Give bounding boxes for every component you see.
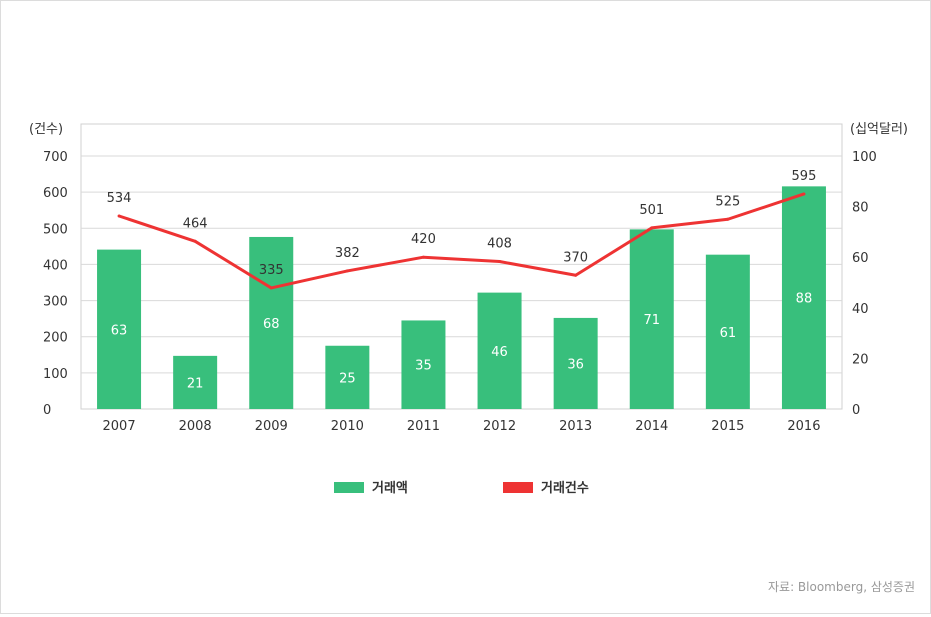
left-axis-tick: 100 — [43, 367, 68, 382]
bar-value-label: 46 — [491, 345, 508, 360]
x-axis-tick: 2010 — [331, 419, 364, 434]
left-axis-tick: 0 — [43, 403, 51, 418]
bar — [477, 292, 522, 409]
left-axis-tick: 400 — [43, 258, 68, 273]
line-point — [117, 214, 121, 218]
bar-value-label: 25 — [339, 371, 356, 386]
x-axis-tick: 2008 — [179, 419, 212, 434]
line-value-label: 382 — [335, 246, 360, 261]
line-point — [269, 286, 273, 290]
bar — [781, 186, 826, 409]
right-axis-tick: 40 — [852, 302, 869, 317]
legend-swatch-line — [503, 482, 533, 493]
bar-value-label: 71 — [643, 313, 660, 328]
line-point — [345, 269, 349, 273]
line-point — [574, 273, 578, 277]
bar-value-label: 88 — [796, 292, 813, 307]
line-value-label: 335 — [259, 263, 284, 278]
bar-value-label: 68 — [263, 317, 280, 332]
line-value-label: 534 — [107, 191, 132, 206]
right-axis-tick: 0 — [852, 403, 860, 418]
x-axis-tick: 2015 — [711, 419, 744, 434]
bar — [629, 229, 674, 409]
line-value-label: 408 — [487, 237, 512, 252]
x-axis-tick: 2007 — [103, 419, 136, 434]
x-axis-tick: 2012 — [483, 419, 516, 434]
legend-swatch-bar — [334, 482, 364, 493]
bar-value-label: 61 — [720, 326, 737, 341]
bar — [553, 317, 598, 409]
line-point — [726, 217, 730, 221]
right-axis-tick: 60 — [852, 251, 869, 266]
line-point — [650, 226, 654, 230]
right-axis-tick: 100 — [852, 150, 877, 165]
x-axis-tick: 2009 — [255, 419, 288, 434]
x-axis-tick: 2011 — [407, 419, 440, 434]
line-point — [421, 255, 425, 259]
source-note: 자료: Bloomberg, 삼성증권 — [768, 580, 915, 594]
bar-value-label: 36 — [567, 357, 584, 372]
bar-value-label: 63 — [111, 323, 128, 338]
right-axis-tick: 80 — [852, 201, 869, 216]
left-axis-tick: 500 — [43, 222, 68, 237]
right-axis-title: (십억달러) — [850, 122, 908, 137]
bar — [97, 249, 142, 409]
line-value-label: 370 — [563, 250, 588, 265]
line-value-label: 595 — [792, 169, 817, 184]
bar-value-label: 35 — [415, 359, 432, 374]
legend-label-line: 거래건수 — [541, 480, 589, 496]
bar — [705, 254, 750, 409]
left-axis-tick: 200 — [43, 331, 68, 346]
line-series — [118, 192, 805, 290]
bar — [173, 355, 218, 409]
bar — [249, 236, 294, 409]
x-axis-tick: 2016 — [787, 419, 820, 434]
line-value-label: 525 — [715, 194, 740, 209]
bar — [401, 320, 446, 409]
line-point — [193, 239, 197, 243]
x-axis-tick: 2014 — [635, 419, 668, 434]
left-axis-tick: 600 — [43, 186, 68, 201]
bar — [325, 345, 370, 409]
plot-area — [80, 123, 843, 410]
left-axis-title: (건수) — [29, 122, 63, 137]
line-value-label: 501 — [639, 203, 664, 218]
line-point — [802, 192, 806, 196]
x-axis-tick: 2013 — [559, 419, 592, 434]
line-value-label: 420 — [411, 232, 436, 247]
right-axis-tick: 20 — [852, 352, 869, 367]
bar-value-label: 21 — [187, 376, 204, 391]
line-value-label: 464 — [183, 216, 208, 231]
left-axis-tick: 300 — [43, 295, 68, 310]
legend-label-bar: 거래액 — [372, 481, 408, 496]
left-axis-tick: 700 — [43, 150, 68, 165]
line-point — [498, 260, 502, 264]
